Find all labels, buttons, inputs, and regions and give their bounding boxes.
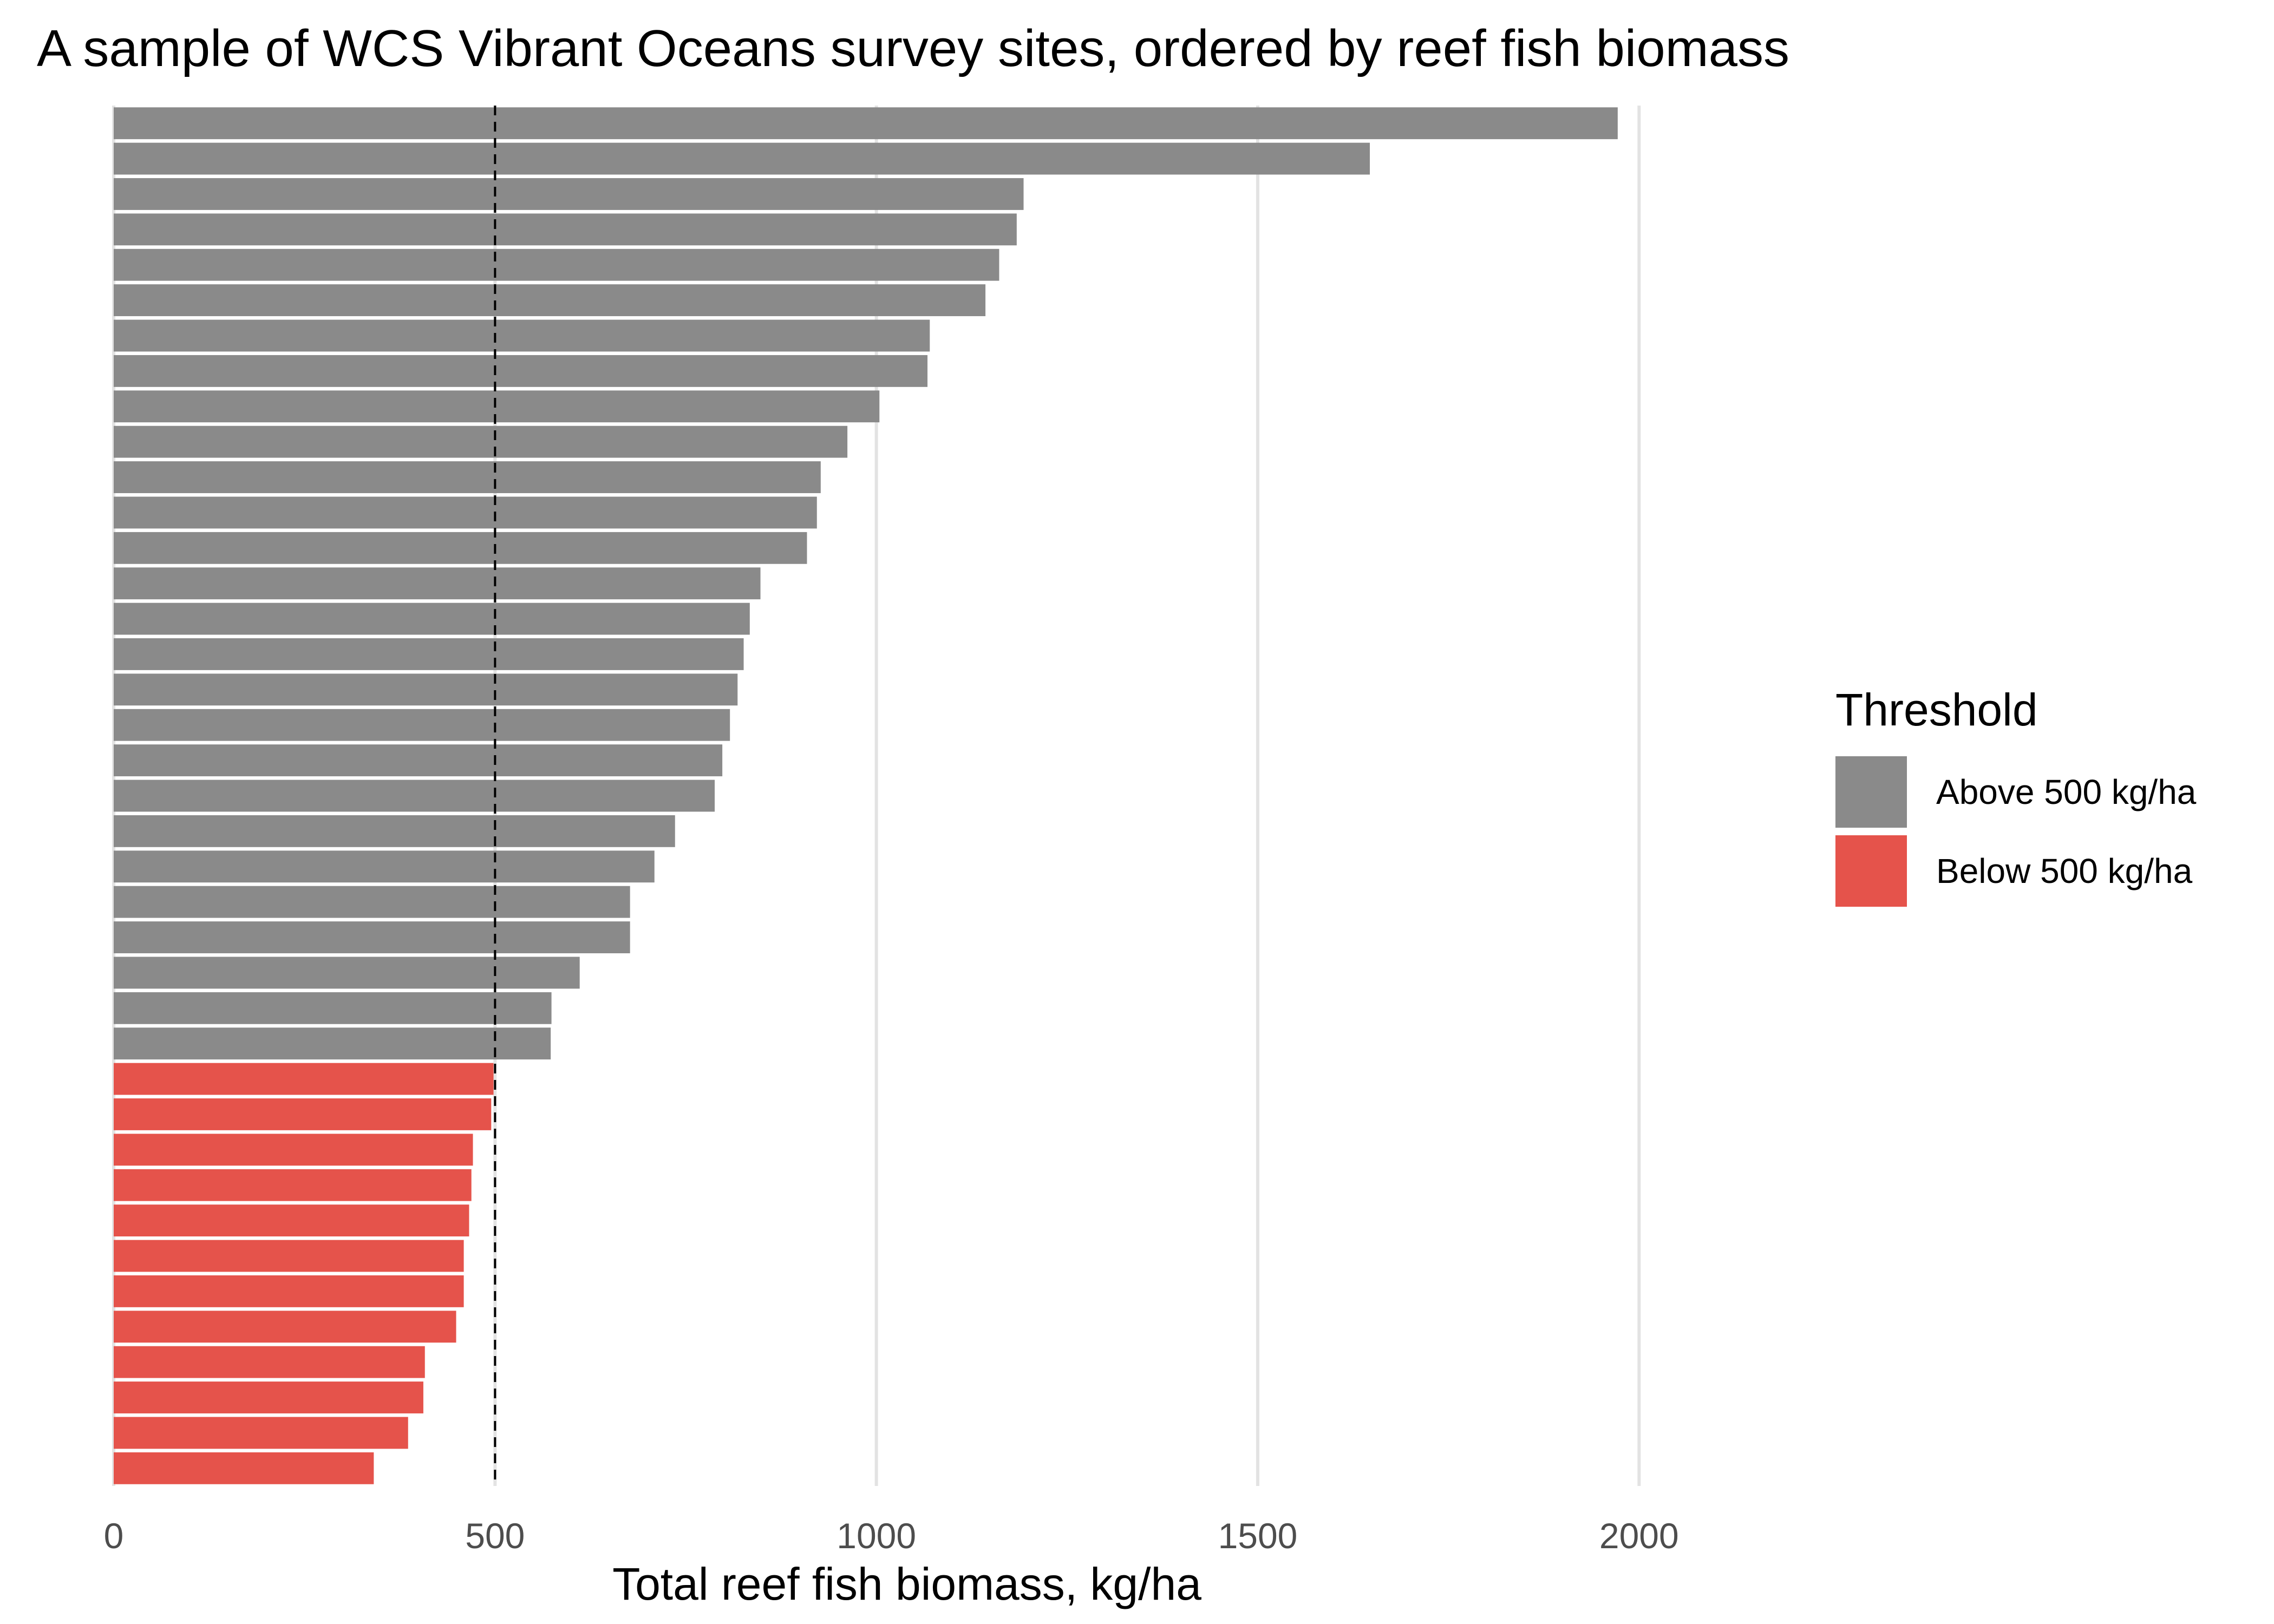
x-tick-label-1500: 1500 <box>1218 1516 1298 1556</box>
bar-2 <box>114 142 1370 175</box>
bar-38 <box>114 1417 408 1449</box>
x-axis: 0 500 1000 1500 2000 <box>104 1516 1679 1556</box>
bar-20 <box>114 780 715 812</box>
bar-8 <box>114 355 928 387</box>
legend-title: Threshold <box>1835 684 2038 735</box>
bar-18 <box>114 709 730 741</box>
bar-33 <box>114 1240 464 1272</box>
bar-32 <box>114 1204 469 1237</box>
x-tick-label-1000: 1000 <box>837 1516 916 1556</box>
bar-23 <box>114 886 630 918</box>
legend-key-2 <box>1835 835 1907 907</box>
x-tick-label-0: 0 <box>104 1516 124 1556</box>
bar-21 <box>114 815 675 847</box>
legend-label-2: Below 500 kg/ha <box>1936 852 2193 890</box>
bar-6 <box>114 284 986 317</box>
bar-28 <box>114 1063 494 1095</box>
bar-19 <box>114 744 723 777</box>
bar-37 <box>114 1381 423 1413</box>
bar-10 <box>114 425 848 458</box>
bar-29 <box>114 1098 492 1130</box>
bars <box>114 107 1618 1484</box>
bar-16 <box>114 638 744 670</box>
bar-30 <box>114 1134 473 1166</box>
bar-9 <box>114 390 880 423</box>
x-axis-title: Total reef fish biomass, kg/ha <box>612 1558 1201 1609</box>
bar-24 <box>114 921 630 953</box>
bar-36 <box>114 1346 425 1378</box>
bar-27 <box>114 1027 551 1060</box>
bar-17 <box>114 673 738 706</box>
bar-15 <box>114 603 750 635</box>
bar-31 <box>114 1169 472 1201</box>
bar-3 <box>114 178 1024 210</box>
bar-5 <box>114 248 999 281</box>
bar-7 <box>114 319 930 352</box>
bar-35 <box>114 1311 456 1343</box>
bar-26 <box>114 992 552 1024</box>
bar-34 <box>114 1275 464 1307</box>
bar-14 <box>114 567 761 600</box>
bar-4 <box>114 213 1017 246</box>
legend: Threshold Above 500 kg/ha Below 500 kg/ha <box>1835 684 2197 907</box>
bar-22 <box>114 850 655 883</box>
bar-11 <box>114 461 821 493</box>
x-tick-label-2000: 2000 <box>1599 1516 1679 1556</box>
bar-1 <box>114 107 1618 140</box>
legend-label-1: Above 500 kg/ha <box>1936 772 2197 811</box>
bar-39 <box>114 1452 374 1484</box>
legend-key-1 <box>1835 756 1907 828</box>
chart-title: A sample of WCS Vibrant Oceans survey si… <box>37 19 1789 77</box>
bar-12 <box>114 496 817 529</box>
bar-13 <box>114 532 807 564</box>
x-tick-label-500: 500 <box>465 1516 525 1556</box>
bar-25 <box>114 957 580 989</box>
